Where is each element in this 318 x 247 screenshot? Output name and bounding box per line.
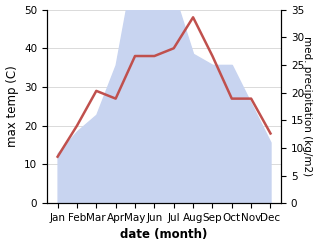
Y-axis label: max temp (C): max temp (C) [5,65,18,147]
Y-axis label: med. precipitation (kg/m2): med. precipitation (kg/m2) [302,36,313,176]
X-axis label: date (month): date (month) [120,228,208,242]
